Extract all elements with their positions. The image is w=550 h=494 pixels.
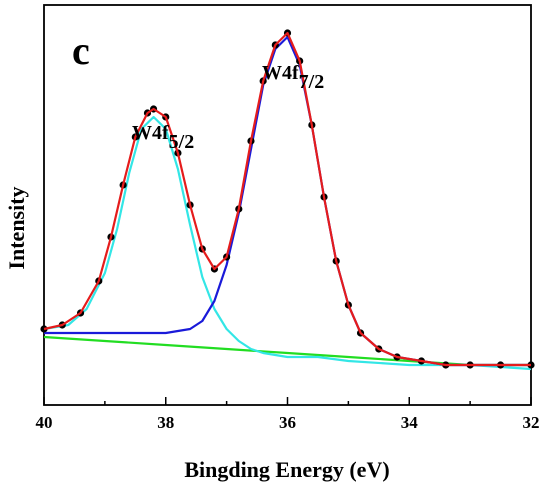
series-group bbox=[40, 29, 535, 371]
y-axis-label: Intensity bbox=[4, 186, 29, 269]
panel-label: c bbox=[72, 28, 90, 73]
label-group: c Bingding Energy (eV) Intensity W4f5/2 W… bbox=[4, 28, 390, 482]
x-axis-label: Bingding Energy (eV) bbox=[184, 457, 389, 482]
series-line-peak-5-2 bbox=[43, 115, 532, 371]
x-tick-label: 36 bbox=[279, 413, 296, 432]
peak-annotation: W4f7/2 bbox=[262, 62, 324, 93]
tick-group: 40 38 36 34 32 bbox=[36, 397, 540, 432]
x-tick-label: 34 bbox=[401, 413, 419, 432]
x-tick-label: 38 bbox=[157, 413, 174, 432]
series-line-background bbox=[43, 335, 531, 367]
series-line-envelope bbox=[43, 31, 531, 367]
peak-annotation: W4f5/2 bbox=[132, 122, 194, 153]
x-tick-label: 40 bbox=[36, 413, 53, 432]
series-line-peak-7-2 bbox=[44, 35, 531, 367]
x-tick-label: 32 bbox=[523, 413, 540, 432]
